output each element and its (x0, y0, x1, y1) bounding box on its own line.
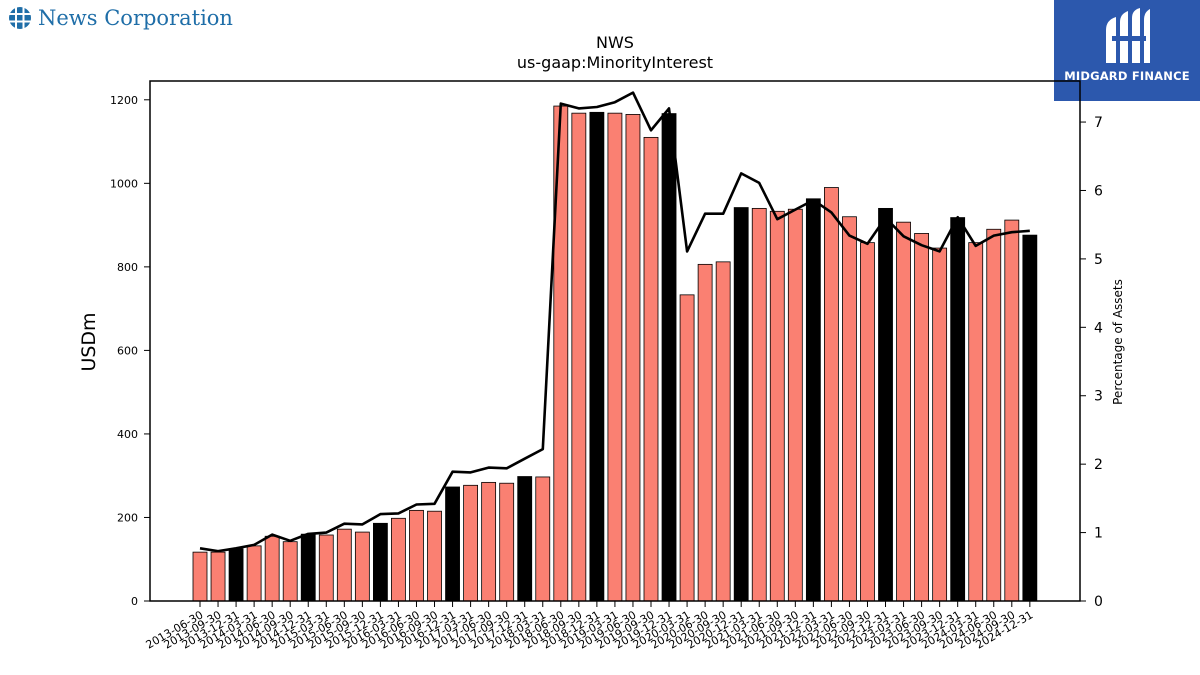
bar-2014-09-30 (282, 541, 298, 602)
bar-2022-03-31 (824, 187, 839, 602)
bar-2018-09-30 (571, 112, 587, 602)
bar-2015-09-30 (354, 531, 370, 602)
chart-subtitle: us-gaap:MinorityInterest (517, 53, 713, 72)
bar-2021-06-30 (769, 210, 785, 602)
y-tick-label: 0 (131, 595, 138, 608)
bar-2013-12-31 (228, 548, 244, 602)
bar-2023-06-30 (914, 233, 929, 602)
bar-2023-09-30 (932, 247, 948, 602)
bar-2020-09-30 (715, 261, 731, 602)
bar-2022-06-30 (842, 216, 857, 602)
y2-tick-label: 6 (1094, 183, 1103, 199)
bar-2021-12-31 (805, 198, 821, 602)
plot-frame (149, 80, 1081, 602)
y-tick-label: 800 (117, 261, 138, 274)
y2-axis-label: Percentage of Assets (1111, 279, 1125, 405)
bar-2013-06-30 (192, 551, 208, 602)
bar-2016-03-31 (391, 517, 406, 602)
y-tick-label: 400 (117, 428, 138, 441)
bar-2015-12-31 (372, 522, 388, 602)
bar-2014-12-31 (300, 533, 316, 602)
y-axis-label: USDm (78, 312, 100, 371)
partner-name: MIDGARD FINANCE (1064, 69, 1190, 83)
bar-2024-09-30 (1004, 219, 1020, 602)
bar-2017-12-31 (517, 476, 533, 602)
bar-2014-03-31 (246, 545, 262, 602)
bar-2019-03-31 (607, 112, 623, 602)
y2-tick-label: 3 (1094, 389, 1103, 405)
y2-tick-label: 7 (1094, 115, 1103, 131)
bar-2023-03-31 (896, 221, 911, 602)
partner-logo: MIDGARD FINANCE (1054, 0, 1200, 101)
bar-2022-12-31 (878, 207, 893, 602)
bar-series (192, 105, 1038, 602)
bar-2017-03-31 (463, 484, 479, 602)
bar-2017-06-30 (481, 481, 497, 602)
bar-2017-09-30 (499, 482, 515, 602)
bar-2022-09-30 (860, 242, 875, 602)
bar-2020-12-31 (733, 207, 749, 602)
bar-2023-12-31 (950, 217, 966, 602)
y-tick-label: 600 (117, 344, 138, 357)
bar-2018-03-31 (535, 476, 551, 602)
bar-2020-06-30 (697, 263, 713, 602)
y-axis-ticks: 0 200 400 600 800 1000 1200 (110, 94, 150, 608)
bar-2018-12-31 (589, 111, 605, 602)
bar-2024-06-30 (986, 228, 1002, 602)
bar-2016-06-30 (409, 509, 424, 602)
bar-2015-06-30 (336, 528, 352, 602)
y2-tick-label: 0 (1094, 594, 1103, 610)
bar-2016-12-31 (445, 486, 460, 602)
y2-tick-label: 2 (1094, 457, 1103, 473)
y2-axis-ticks: 0 1 2 3 4 5 6 7 (1080, 115, 1103, 610)
y2-tick-label: 4 (1094, 320, 1103, 336)
bar-2024-12-31 (1022, 234, 1038, 602)
bar-2014-06-30 (264, 535, 280, 602)
x-axis-ticks: 2013-06-302013-09-302013-12-312014-03-31… (144, 601, 1035, 652)
bar-2021-09-30 (787, 208, 803, 602)
y-tick-label: 1000 (110, 177, 138, 190)
y2-tick-label: 5 (1094, 252, 1103, 268)
bar-2024-03-31 (968, 242, 984, 602)
chart-title: NWS (596, 33, 634, 52)
y-tick-label: 1200 (110, 94, 138, 107)
bar-2016-09-30 (427, 510, 442, 602)
bar-2019-06-30 (625, 114, 641, 602)
y2-tick-label: 1 (1094, 526, 1103, 542)
percentage-line (199, 91, 1030, 553)
bar-2021-03-31 (751, 207, 767, 602)
bar-2019-09-30 (643, 136, 659, 602)
line-series (199, 91, 1030, 553)
bar-2020-03-31 (679, 294, 695, 602)
brand-header: News Corporation (8, 6, 233, 30)
bar-2019-12-31 (661, 113, 677, 602)
partner-emblem-icon (1106, 8, 1150, 63)
bar-2013-09-30 (210, 551, 226, 602)
globe-grid-icon (9, 7, 31, 29)
brand-name: News Corporation (38, 6, 233, 30)
bar-2015-03-31 (318, 534, 334, 602)
y-tick-label: 200 (117, 511, 138, 524)
